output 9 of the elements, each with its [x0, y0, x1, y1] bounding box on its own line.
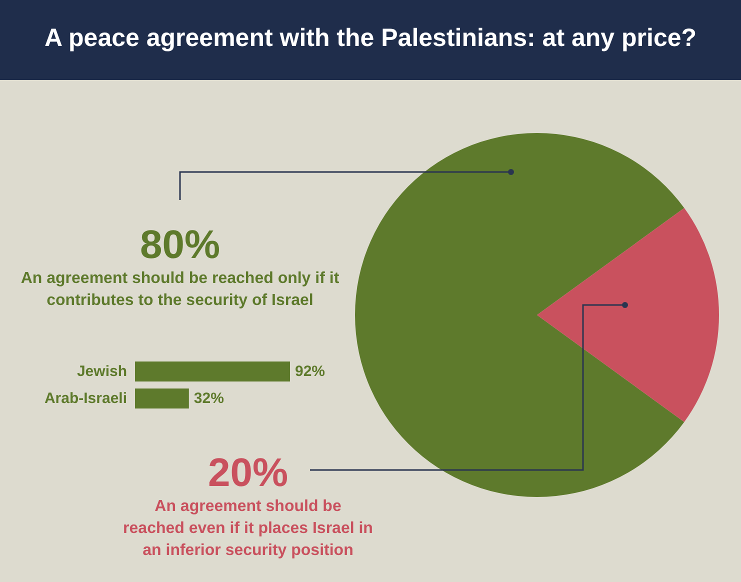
chart-title: A peace agreement with the Palestinians: at any price? [0, 0, 741, 80]
data-label: 92% [295, 363, 326, 380]
y-tick-label: Jewish [76, 363, 127, 380]
data-label: 32% [194, 390, 224, 407]
data-label: 80% [138, 222, 222, 268]
slice-label: An agreement should be reached only if it contributes to the security of Israel [20, 269, 340, 311]
y-tick-label: Arab-Israeli [44, 390, 127, 407]
data-label: 20% [206, 450, 290, 496]
slice-label: An agreement should be reached even if it places Israel in an inferior security position [123, 497, 373, 561]
